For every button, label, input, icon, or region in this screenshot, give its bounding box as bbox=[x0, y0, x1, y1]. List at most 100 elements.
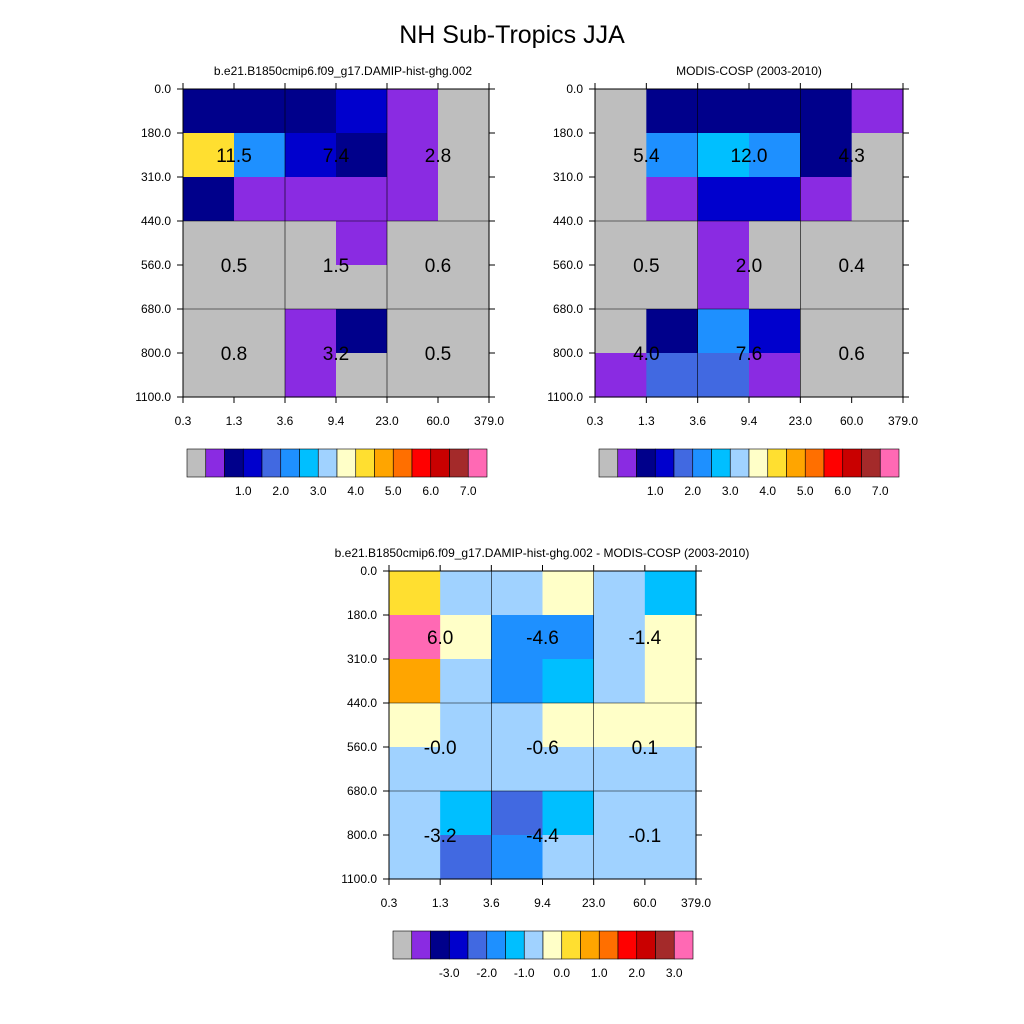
colorbar-swatch bbox=[561, 930, 581, 960]
colorbar-swatch bbox=[636, 930, 656, 960]
colorbar-swatch bbox=[617, 448, 637, 478]
heatmap-cell bbox=[336, 89, 388, 134]
heatmap-cell bbox=[491, 659, 544, 704]
cell-value-label: 2.8 bbox=[425, 146, 451, 167]
x-tick-label: 23.0 bbox=[789, 414, 813, 428]
x-tick-label: 379.0 bbox=[681, 896, 711, 910]
heatmap-cell bbox=[800, 265, 853, 310]
colorbar-swatch bbox=[224, 448, 244, 478]
heatmap-cell bbox=[183, 265, 235, 310]
y-tick-label: 1100.0 bbox=[341, 872, 377, 886]
cell-value-label: 0.5 bbox=[633, 256, 659, 277]
heatmap-cell bbox=[438, 221, 490, 266]
y-tick-label: 0.0 bbox=[360, 564, 377, 578]
heatmap-cell bbox=[542, 703, 595, 748]
colorbar-label: 7.0 bbox=[872, 484, 889, 498]
y-tick-label: 560.0 bbox=[141, 258, 171, 272]
heatmap-cell bbox=[285, 177, 337, 222]
colorbar-label: 4.0 bbox=[759, 484, 776, 498]
colorbar-label: 6.0 bbox=[834, 484, 851, 498]
heatmap-cell bbox=[646, 353, 699, 398]
cell-value-label: 0.6 bbox=[838, 344, 864, 365]
heatmap-cell bbox=[542, 659, 595, 704]
heatmap-cell bbox=[593, 659, 646, 704]
cell-value-label: -4.6 bbox=[526, 628, 559, 649]
colorbar-label: 2.0 bbox=[272, 484, 289, 498]
heatmap-cell bbox=[336, 309, 388, 354]
cell-value-label: 0.5 bbox=[221, 256, 247, 277]
colorbar-label: 6.0 bbox=[422, 484, 439, 498]
heatmap-cell bbox=[593, 615, 646, 660]
heatmap-cell bbox=[595, 177, 647, 222]
y-tick-label: 310.0 bbox=[141, 170, 171, 184]
cell-value-label: 5.4 bbox=[633, 146, 660, 167]
cell-value-label: -4.4 bbox=[526, 826, 559, 847]
heatmap-cell bbox=[851, 89, 904, 134]
heatmap-cell bbox=[646, 133, 699, 178]
colorbar-swatch bbox=[580, 930, 600, 960]
colorbar-swatch bbox=[523, 930, 544, 960]
heatmap-cell bbox=[593, 571, 646, 616]
heatmap-cell bbox=[593, 835, 646, 880]
heatmap-cell bbox=[644, 615, 697, 660]
heatmap-cell bbox=[593, 747, 646, 792]
colorbar-swatch bbox=[598, 448, 619, 478]
panel-model: b.e21.B1850cmip6.f09_g17.DAMIP-hist-ghg.… bbox=[135, 64, 504, 498]
colorbar-swatch bbox=[617, 930, 638, 960]
heatmap-cell bbox=[697, 89, 750, 134]
heatmap-cell bbox=[336, 221, 388, 266]
colorbar-swatch bbox=[205, 448, 225, 478]
heatmap-cell bbox=[646, 221, 699, 266]
heatmap-cell bbox=[336, 353, 388, 398]
heatmap-cell bbox=[595, 309, 647, 354]
colorbar-swatch bbox=[673, 448, 694, 478]
heatmap-cell bbox=[440, 747, 492, 792]
colorbar-swatch bbox=[542, 930, 563, 960]
heatmap-cell bbox=[542, 791, 595, 836]
cell-value-label: 12.0 bbox=[731, 146, 768, 167]
heatmap-cell bbox=[646, 89, 699, 134]
y-tick-label: 0.0 bbox=[566, 82, 583, 96]
y-tick-label: 800.0 bbox=[141, 346, 171, 360]
heatmap-cell bbox=[697, 133, 750, 178]
colorbar-swatch bbox=[430, 448, 450, 478]
heatmap-cell bbox=[646, 265, 699, 310]
colorbar-swatch bbox=[879, 448, 900, 478]
colorbar-label: -1.0 bbox=[514, 966, 535, 980]
x-tick-label: 1.3 bbox=[432, 896, 449, 910]
heatmap-cell bbox=[389, 791, 441, 836]
cell-value-label: -1.4 bbox=[628, 628, 661, 649]
heatmap-cell bbox=[749, 309, 801, 354]
colorbar-swatch bbox=[411, 930, 431, 960]
heatmap-cell bbox=[851, 309, 904, 354]
colorbar-swatch bbox=[711, 448, 731, 478]
heatmap-cell bbox=[800, 133, 853, 178]
heatmap-cell bbox=[491, 835, 544, 880]
heatmap-cell bbox=[438, 177, 490, 222]
x-tick-label: 23.0 bbox=[375, 414, 399, 428]
heatmap-cell bbox=[595, 221, 647, 266]
heatmap-cell bbox=[491, 791, 544, 836]
cell-value-label: 7.6 bbox=[736, 344, 762, 365]
x-tick-label: 1.3 bbox=[638, 414, 655, 428]
x-tick-label: 9.4 bbox=[741, 414, 758, 428]
y-tick-label: 1100.0 bbox=[135, 390, 171, 404]
heatmap-cell bbox=[389, 747, 441, 792]
colorbar-swatch bbox=[767, 448, 787, 478]
y-tick-label: 800.0 bbox=[553, 346, 583, 360]
heatmap-cell bbox=[491, 703, 544, 748]
colorbar-label: 3.0 bbox=[666, 966, 683, 980]
colorbar-swatch bbox=[392, 930, 413, 960]
y-tick-label: 0.0 bbox=[154, 82, 171, 96]
heatmap-cell bbox=[644, 835, 697, 880]
heatmap-cell bbox=[234, 353, 286, 398]
colorbar-label: 5.0 bbox=[797, 484, 814, 498]
heatmap-cell bbox=[389, 615, 441, 660]
heatmap-cell bbox=[438, 265, 490, 310]
cell-value-label: 2.0 bbox=[736, 256, 762, 277]
colorbar-swatch bbox=[654, 448, 675, 478]
colorbar-swatch bbox=[729, 448, 750, 478]
colorbar-label: 5.0 bbox=[385, 484, 402, 498]
colorbar-label: -3.0 bbox=[439, 966, 460, 980]
